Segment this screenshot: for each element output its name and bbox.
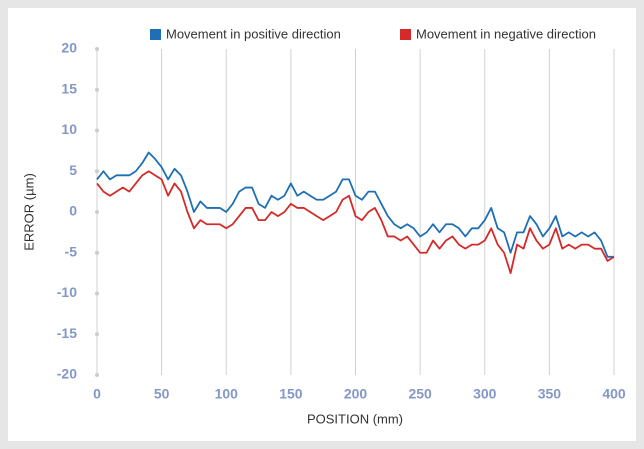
y-tick-mark	[95, 373, 99, 377]
y-tick-mark	[95, 169, 99, 174]
x-tick-label: 150	[279, 386, 303, 402]
y-tick-label: 15	[61, 80, 77, 96]
y-tick-label: 20	[61, 40, 77, 56]
x-axis-title: POSITION (mm)	[307, 411, 403, 426]
x-tick-label: 250	[408, 386, 432, 402]
x-tick-label: 300	[473, 386, 497, 402]
y-tick-label: -10	[57, 284, 77, 300]
y-tick-mark	[95, 332, 99, 337]
legend-swatch	[400, 29, 411, 40]
y-tick-mark	[95, 47, 99, 51]
x-tick-label: 50	[154, 386, 170, 402]
y-axis-title: ERROR (µm)	[21, 173, 36, 251]
y-tick-label: -15	[57, 325, 77, 341]
y-tick-label: 10	[61, 121, 77, 137]
x-tick-label: 100	[215, 386, 239, 402]
x-tick-label: 350	[538, 386, 562, 402]
legend-label: Movement in positive direction	[166, 26, 341, 41]
legend-swatch	[150, 29, 161, 40]
y-tick-label: -5	[65, 243, 78, 259]
panel	[8, 8, 636, 441]
y-tick-label: 5	[69, 162, 77, 178]
series-line	[96, 151, 614, 258]
y-tick-label: 0	[69, 203, 77, 219]
y-tick-mark	[95, 210, 99, 214]
x-tick-label: 0	[93, 386, 101, 402]
y-tick-mark	[95, 128, 99, 133]
y-tick-mark	[95, 291, 99, 296]
legend-label: Movement in negative direction	[416, 26, 596, 41]
x-tick-label: 200	[344, 386, 368, 402]
y-tick-label: -20	[57, 366, 77, 382]
x-tick-label: 400	[602, 386, 626, 402]
y-tick-mark	[95, 250, 99, 255]
series-line	[96, 170, 615, 275]
y-tick-mark	[95, 87, 99, 92]
